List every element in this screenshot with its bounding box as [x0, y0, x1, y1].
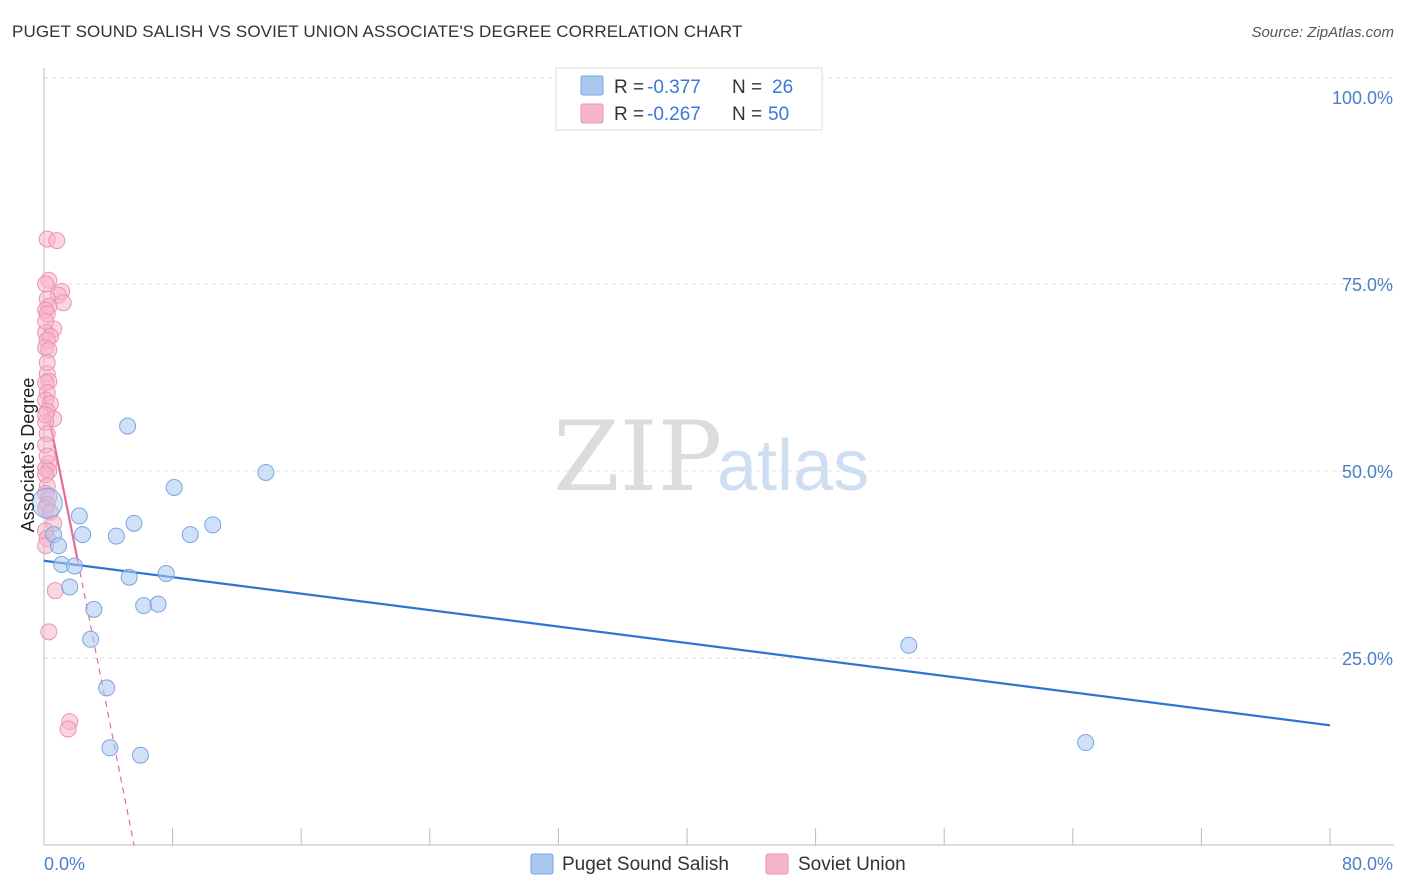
- y-tick-label: 75.0%: [1342, 275, 1393, 295]
- stats-swatch-blue: [580, 75, 604, 96]
- stats-n-label-1: N =: [732, 77, 762, 98]
- puget-sound-salish-point: [107, 527, 125, 545]
- stats-r-label-1: R =: [614, 77, 644, 98]
- puget-sound-salish-point: [157, 564, 175, 582]
- puget-sound-salish-point: [70, 507, 88, 525]
- x-tick-label-max: 80.0%: [1342, 854, 1393, 874]
- puget-sound-salish-points: [31, 417, 1095, 764]
- stats-n-label-2: N =: [732, 104, 762, 125]
- puget-sound-salish-point: [61, 578, 79, 596]
- y-tick-label: 100.0%: [1332, 88, 1393, 108]
- soviet-union-point: [38, 354, 56, 372]
- stats-box: R = -0.377 N = 26 R = -0.267 N = 50: [555, 67, 823, 131]
- legend-swatch-puget-sound-salish: [530, 853, 554, 875]
- soviet-union-point: [37, 275, 55, 293]
- puget-sound-salish-point: [257, 463, 275, 481]
- legend-label-puget-sound-salish: Puget Sound Salish: [562, 854, 729, 875]
- puget-sound-salish-point: [181, 526, 199, 544]
- puget-sound-salish-point: [66, 557, 84, 575]
- gridlines: [44, 77, 1394, 659]
- chart-title: PUGET SOUND SALISH VS SOVIET UNION ASSOC…: [12, 22, 743, 41]
- puget-sound-salish-point: [85, 600, 103, 618]
- puget-sound-salish-point: [900, 636, 918, 654]
- puget-sound-salish-point: [49, 537, 67, 555]
- trend-line-soviet-union-extended: [77, 560, 135, 846]
- x-tick-labels: 0.0% 80.0%: [44, 854, 1393, 874]
- y-tick-label: 25.0%: [1342, 649, 1393, 669]
- puget-sound-salish-point: [74, 526, 92, 544]
- soviet-union-point: [59, 720, 77, 738]
- legend: Puget Sound Salish Soviet Union: [530, 853, 906, 875]
- puget-sound-salish-point: [101, 739, 119, 757]
- soviet-union-point: [37, 312, 55, 330]
- soviet-union-point: [46, 582, 64, 600]
- puget-sound-salish-point: [98, 679, 116, 697]
- puget-sound-salish-point: [120, 568, 138, 586]
- puget-sound-salish-point: [131, 746, 149, 764]
- watermark-atlas: atlas: [717, 426, 869, 506]
- stats-swatch-pink: [580, 103, 604, 124]
- puget-sound-salish-point: [125, 514, 143, 532]
- soviet-union-point: [37, 406, 55, 424]
- soviet-union-point: [48, 232, 66, 250]
- puget-sound-salish-point: [82, 630, 100, 648]
- watermark-zip: ZIP: [553, 401, 722, 513]
- trend-line-puget-sound-salish: [43, 559, 1331, 727]
- puget-sound-salish-point: [135, 597, 153, 615]
- watermark: ZIP atlas: [553, 401, 869, 513]
- source-label: Source: ZipAtlas.com: [1251, 24, 1394, 41]
- stats-r-label-2: R =: [614, 104, 644, 125]
- soviet-union-point: [54, 294, 72, 312]
- puget-sound-salish-point: [204, 516, 222, 534]
- stats-r-value-1: -0.377: [647, 77, 701, 98]
- stats-n-value-1: 26: [772, 77, 793, 98]
- y-tick-labels: 25.0% 50.0% 75.0% 100.0%: [1332, 88, 1393, 669]
- y-axis-title: Associate's Degree: [18, 378, 38, 533]
- stats-n-value-2: 50: [768, 104, 789, 125]
- legend-label-soviet-union: Soviet Union: [798, 854, 906, 875]
- puget-sound-salish-point: [165, 478, 183, 496]
- y-tick-label: 50.0%: [1342, 462, 1393, 482]
- puget-sound-salish-point: [119, 417, 137, 435]
- puget-sound-salish-point: [149, 595, 167, 613]
- soviet-union-point: [40, 623, 58, 641]
- legend-swatch-soviet-union: [765, 853, 789, 875]
- puget-sound-salish-point: [1077, 734, 1095, 752]
- soviet-union-point: [38, 447, 56, 465]
- stats-r-value-2: -0.267: [647, 104, 701, 125]
- puget-sound-salish-point: [31, 487, 63, 519]
- x-tick-label-min: 0.0%: [44, 854, 85, 874]
